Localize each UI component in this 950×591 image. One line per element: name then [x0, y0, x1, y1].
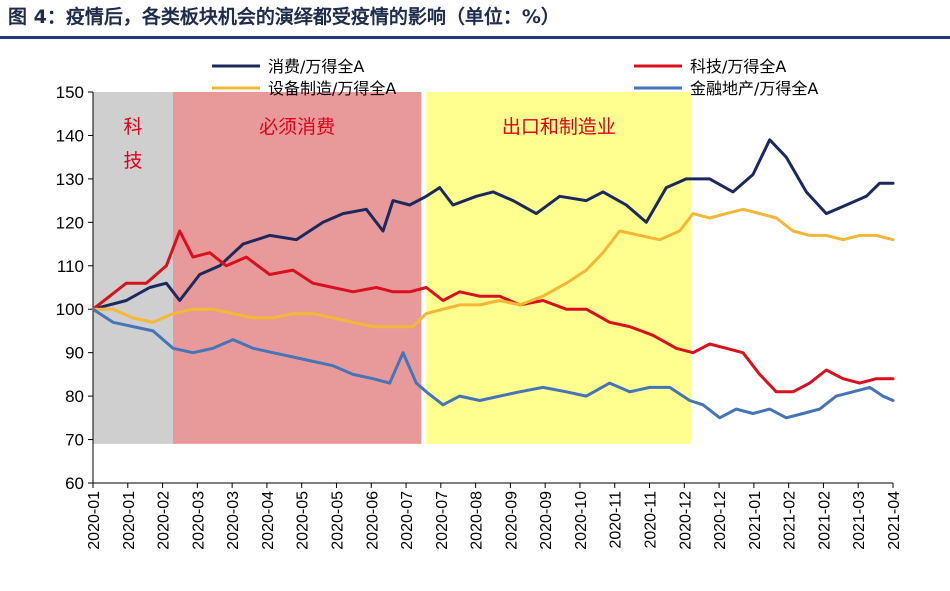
title-divider — [0, 36, 950, 39]
band-0 — [93, 92, 173, 444]
y-tick-label: 130 — [56, 170, 84, 189]
chart-legend: 消费/万得全A 科技/万得全A 设备制造/万得全A 金融地产/万得全A — [212, 57, 818, 98]
series-line-tech — [91, 229, 895, 394]
x-tick-label: 2021-01 — [747, 491, 764, 550]
x-tick-label: 2020-03 — [190, 491, 207, 550]
x-tick-label: 2021-03 — [851, 491, 868, 550]
x-tick-label: 2020-04 — [260, 491, 277, 550]
x-tick-label: 2020-12 — [677, 491, 694, 550]
x-tick-label: 2020-09 — [538, 491, 555, 550]
x-tick-label: 2020-01 — [121, 491, 138, 550]
x-tick-label: 2021-04 — [886, 491, 903, 550]
chart-axes: 60 70 80 90 100 110 120 130 140 150 2020-01 2020-01… — [56, 83, 903, 550]
x-tick-label: 2020-07 — [399, 491, 416, 550]
legend-label-finance: 金融地产/万得全A — [690, 79, 818, 98]
band-label-tech-1: 技 — [123, 150, 142, 172]
x-tick-label: 2020-09 — [503, 491, 520, 550]
x-tick-label: 2020-11 — [608, 491, 625, 549]
x-tick-label: 2020-05 — [329, 491, 346, 550]
y-tick-label: 150 — [56, 83, 84, 102]
y-tick-label: 140 — [56, 126, 84, 145]
x-tick-label: 2021-02 — [816, 491, 833, 550]
y-tick-label: 90 — [65, 344, 84, 363]
y-tick-label: 120 — [56, 213, 84, 232]
x-tick-label: 2020-08 — [469, 491, 486, 550]
series-lines — [91, 138, 895, 420]
series-line-finance — [91, 307, 895, 420]
legend-label-consumer: 消费/万得全A — [268, 57, 364, 76]
x-tick-label: 2020-06 — [364, 491, 381, 550]
y-tick-label: 110 — [57, 257, 84, 276]
x-tick-label: 2021-02 — [782, 491, 799, 550]
y-tick-label: 70 — [65, 431, 84, 450]
band-label-export: 出口和制造业 — [502, 116, 616, 138]
x-tick-label: 2020-02 — [156, 491, 173, 550]
band-label-tech-0: 科 — [123, 116, 142, 138]
y-tick-label: 80 — [65, 387, 84, 406]
band-2 — [426, 92, 692, 444]
x-tick-label: 2020-01 — [86, 491, 103, 550]
band-label-consumer: 必须消费 — [259, 116, 335, 138]
band-1 — [173, 92, 422, 444]
x-tick-label: 2020-12 — [712, 491, 729, 550]
period-bands: 科技 必须消费 出口和制造业 — [93, 92, 692, 444]
series-line-equipment — [91, 207, 895, 329]
y-tick-label: 100 — [56, 300, 84, 319]
x-tick-label: 2020-07 — [434, 491, 451, 550]
x-tick-label: 2020-11 — [643, 491, 660, 549]
y-tick-label: 60 — [65, 474, 84, 493]
series-line-consumer — [91, 138, 895, 311]
legend-label-equipment: 设备制造/万得全A — [268, 79, 396, 98]
legend-label-tech: 科技/万得全A — [690, 57, 786, 76]
chart-title: 图 4：疫情后，各类板块机会的演绎都受疫情的影响（单位：%） — [8, 6, 560, 28]
x-tick-label: 2020-05 — [295, 491, 312, 550]
x-tick-label: 2020-10 — [573, 491, 590, 550]
x-tick-label: 2020-03 — [225, 491, 242, 550]
